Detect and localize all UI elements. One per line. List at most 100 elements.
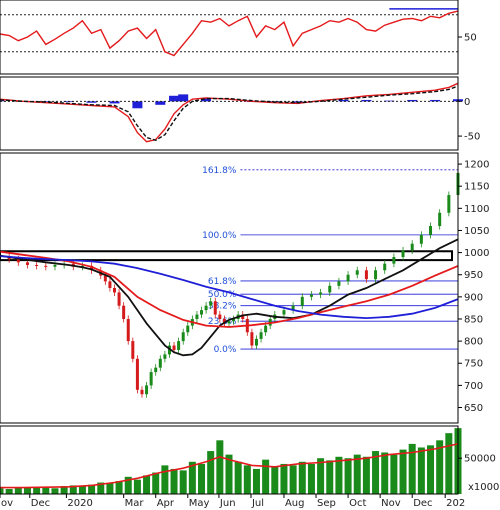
volume-bar <box>298 461 306 494</box>
candle-body <box>140 389 144 395</box>
candle-body <box>374 270 378 280</box>
price-y-tick-label: 750 <box>464 359 483 370</box>
volume-bar <box>436 440 444 494</box>
candle-body <box>264 325 268 333</box>
x-axis-label: Jul <box>251 498 264 509</box>
price-y-tick-label: 1050 <box>464 226 489 237</box>
volume-bar <box>381 452 389 494</box>
x-axis-label: Mar <box>125 498 145 509</box>
candle-body <box>438 212 442 227</box>
candle-body <box>149 372 153 386</box>
volume-bar <box>97 482 105 494</box>
x-axis-label: Jun <box>219 498 236 509</box>
volume-moving-average-line <box>0 443 459 489</box>
osc1-y-tick-label: 50 <box>464 33 477 44</box>
candle-body <box>108 281 112 288</box>
candle-body <box>44 265 48 267</box>
volume-bar <box>42 487 50 494</box>
osc1-frame <box>0 0 459 75</box>
osc2-y-tick-label: 0 <box>464 97 470 108</box>
x-axis-label: Nov <box>381 498 401 509</box>
volume-bar <box>317 458 325 494</box>
volume-bar <box>252 468 260 494</box>
osc2-histogram-bar <box>201 98 212 102</box>
volume-bar <box>115 481 123 494</box>
volume-bar <box>170 468 178 494</box>
osc2-histogram-bar <box>109 101 120 104</box>
volume-frame <box>0 425 459 495</box>
candle-body <box>172 345 176 350</box>
osc2-histogram-bar <box>86 101 97 103</box>
price-y-tick-label: 700 <box>464 381 483 392</box>
candle-body <box>103 275 107 282</box>
candle-body <box>429 226 433 235</box>
volume-bar <box>33 486 41 494</box>
osc2-histogram-bar <box>169 95 180 102</box>
x-axis-label: ov <box>1 498 13 509</box>
osc2-histogram-bar <box>178 94 189 102</box>
osc2-histogram-bar <box>155 101 166 105</box>
volume-bar <box>399 449 407 494</box>
candle-body <box>122 305 126 319</box>
fib-level-label: 0.0% <box>214 345 237 355</box>
candle-body <box>364 270 368 280</box>
volume-bar <box>216 440 224 494</box>
fib-level-label: 61.8% <box>208 277 237 287</box>
price-y-tick-label: 850 <box>464 314 483 325</box>
candle-body <box>227 321 231 324</box>
candle-body <box>447 195 451 213</box>
volume-bar <box>152 472 160 494</box>
osc2-histogram-bar <box>407 99 418 102</box>
candle-body <box>195 314 199 319</box>
candle-body <box>392 257 396 264</box>
osc2-frame <box>0 76 459 151</box>
price-y-tick-label: 1100 <box>464 204 489 215</box>
volume-bar <box>271 466 279 494</box>
candle-body <box>355 270 359 275</box>
osc2-y-tick-label: -50 <box>464 132 480 143</box>
x-axis-label: 202 <box>446 498 465 509</box>
osc2-histogram-bar <box>132 101 143 109</box>
volume-bar <box>133 479 141 494</box>
osc2-histogram-bar <box>338 99 349 102</box>
candle-body <box>232 318 236 322</box>
candle-body <box>200 310 204 315</box>
candle-body <box>383 263 387 271</box>
volume-bar <box>124 476 132 494</box>
price-y-tick-label: 1000 <box>464 248 489 259</box>
price-moving-average-line <box>0 255 459 320</box>
candle-body <box>319 292 323 295</box>
candle-body <box>222 318 226 324</box>
price-moving-average-line <box>0 238 459 357</box>
candle-body <box>154 367 158 373</box>
candle-body <box>328 285 332 293</box>
volume-bar <box>362 456 370 494</box>
volume-bar <box>143 475 151 494</box>
candle-body <box>113 288 116 293</box>
candle-body <box>410 243 414 251</box>
volume-bar <box>372 451 380 494</box>
fib-level-label: 100.0% <box>202 231 237 241</box>
candle-body <box>209 301 213 306</box>
candle-body <box>163 354 167 359</box>
x-axis-label: Dec <box>413 498 432 509</box>
x-axis-label: Oct <box>349 498 366 509</box>
price-y-tick-label: 1200 <box>464 160 489 171</box>
osc2-histogram-bar <box>430 99 441 102</box>
candle-body <box>218 314 222 319</box>
x-axis-label: 2020 <box>67 498 92 509</box>
candle-body <box>346 274 350 282</box>
candle-body <box>90 265 94 271</box>
candle-body <box>25 262 29 265</box>
volume-y-tick-label: 50000 <box>464 454 496 465</box>
volume-bar <box>417 447 425 494</box>
osc1-series-line <box>0 10 459 57</box>
x-axis-label: Dec <box>31 498 50 509</box>
osc2-histogram-bar <box>0 100 5 102</box>
volume-bar <box>78 485 86 494</box>
osc2-series-line <box>0 85 459 142</box>
volume-bar <box>353 454 361 494</box>
candle-body <box>186 325 190 333</box>
volume-bar <box>14 487 22 494</box>
